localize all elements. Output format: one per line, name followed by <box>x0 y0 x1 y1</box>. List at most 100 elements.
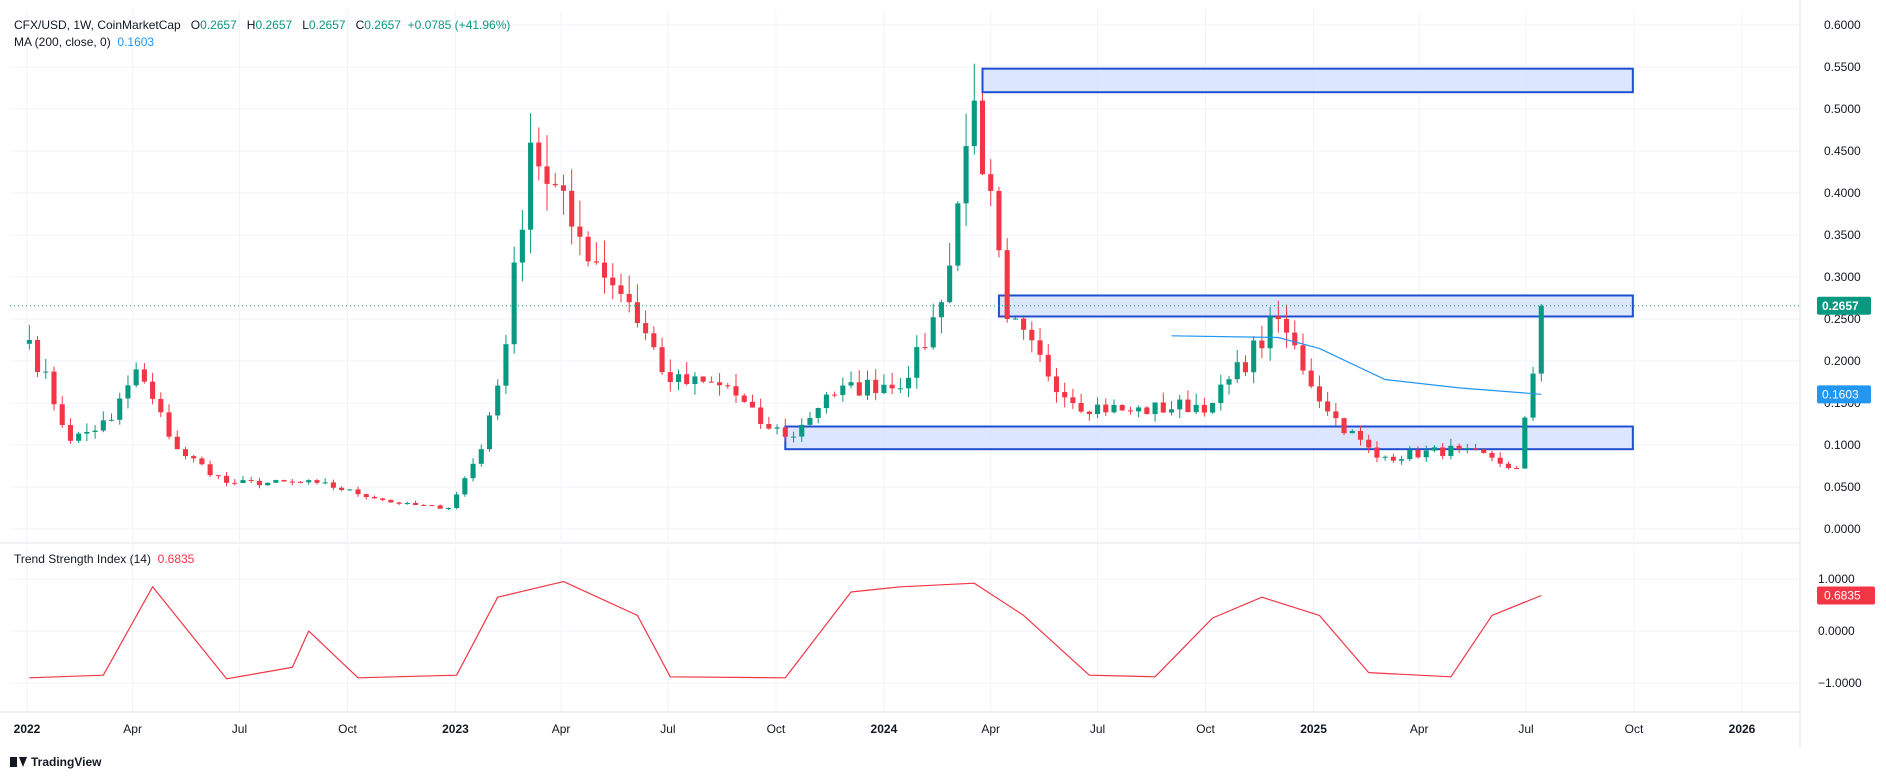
candle-body <box>1472 448 1479 450</box>
candle-body <box>708 381 714 383</box>
price-axis-label: 0.4500 <box>1824 144 1861 158</box>
candle-body <box>1333 411 1339 419</box>
candle-body <box>1226 379 1232 385</box>
candle-body <box>421 505 427 507</box>
candle-body <box>947 265 953 303</box>
candle-body <box>108 419 115 421</box>
candle-body <box>1505 463 1511 468</box>
candle-body <box>807 417 813 425</box>
candle-body <box>1292 332 1298 346</box>
candle-body <box>1514 467 1520 469</box>
ma-legend[interactable]: MA (200, close, 0) 0.1603 <box>14 35 154 49</box>
candle-body <box>256 480 262 486</box>
candle-body <box>692 376 698 385</box>
last-price-badge <box>1817 296 1871 315</box>
candle-body <box>544 166 550 184</box>
candle-body <box>486 415 493 450</box>
candle-body <box>1144 407 1150 415</box>
candle-body <box>355 489 361 495</box>
candle-body <box>100 420 106 431</box>
time-axis-label: 2026 <box>1729 722 1756 736</box>
candle-body <box>1407 449 1413 460</box>
time-axis-label: Oct <box>767 722 786 736</box>
candle-body <box>380 498 386 500</box>
time-axis-label: Jul <box>660 722 675 736</box>
candle-body <box>51 371 57 405</box>
candle-body <box>166 412 172 437</box>
candle-body <box>76 433 82 441</box>
candle-body <box>1111 404 1117 413</box>
candle-body <box>1021 318 1027 330</box>
candle-body <box>281 480 287 482</box>
candle-body <box>84 431 90 434</box>
candle-body <box>1037 340 1043 355</box>
price-axis-label: 0.2500 <box>1824 312 1861 326</box>
candle-body <box>963 146 969 204</box>
candle-body <box>330 482 336 488</box>
candle-body <box>503 344 509 386</box>
candle-body <box>856 382 862 396</box>
tsi-value: 0.6835 <box>157 552 195 566</box>
candle-body <box>790 436 797 438</box>
candle-body <box>643 323 649 334</box>
candle-body <box>675 374 682 382</box>
tsi-axis-label: −1.0000 <box>1818 676 1862 690</box>
candle-body <box>1267 316 1273 349</box>
candle-body <box>1086 411 1092 415</box>
candle-body <box>955 203 961 266</box>
candle-body <box>741 395 747 402</box>
candle-body <box>1325 401 1331 412</box>
candle-body <box>774 427 780 429</box>
price-pane[interactable] <box>10 10 1800 542</box>
candle-body <box>823 394 829 409</box>
low-label: L <box>302 18 309 32</box>
candle-body <box>1374 447 1380 458</box>
candle-body <box>1103 404 1109 413</box>
tradingview-icon <box>10 757 27 767</box>
tradingview-logo[interactable]: TradingView <box>10 755 101 769</box>
candle-body <box>314 480 320 483</box>
candle-body <box>593 261 599 263</box>
indicator-pane[interactable] <box>10 546 1800 712</box>
candle-body <box>495 385 501 416</box>
candle-body <box>1366 439 1372 448</box>
candle-body <box>799 424 805 437</box>
candle-body <box>1136 407 1142 412</box>
candle-body <box>897 388 903 390</box>
time-axis-label: Jul <box>1090 722 1105 736</box>
candle-body <box>1382 456 1388 458</box>
candle-body <box>158 398 164 413</box>
candle-body <box>749 401 755 408</box>
brand-label: TradingView <box>31 755 102 769</box>
candle-body <box>938 302 944 318</box>
candle-body <box>470 463 476 479</box>
candle-body <box>1456 445 1462 450</box>
candle-body <box>511 262 517 345</box>
candle-body <box>1062 392 1068 398</box>
price-axis-label: 0.6000 <box>1824 18 1861 32</box>
candle-body <box>133 369 139 386</box>
candle-body <box>717 382 723 386</box>
price-axis-label: 0.4000 <box>1824 186 1861 200</box>
candle-body <box>1423 450 1429 458</box>
candle-body <box>684 374 690 385</box>
symbol-title: CFX/USD, 1W, CoinMarketCap <box>14 18 181 32</box>
ma-value: 0.1603 <box>117 35 155 49</box>
candle-body <box>1275 316 1281 319</box>
candle-body <box>1497 457 1503 464</box>
supply-demand-zone[interactable] <box>784 425 1634 451</box>
tsi-legend[interactable]: Trend Strength Index (14) 0.6835 <box>14 552 194 566</box>
candle-body <box>1168 409 1175 413</box>
candle-body <box>240 480 246 484</box>
candle-body <box>700 376 706 382</box>
candle-body <box>560 185 566 191</box>
candle-body <box>1201 404 1207 413</box>
supply-demand-zone[interactable] <box>981 67 1634 94</box>
candle-body <box>667 372 673 382</box>
candle-body <box>248 480 254 482</box>
candle-body <box>388 499 394 503</box>
candle-body <box>1127 410 1133 412</box>
price-axis-label: 0.5500 <box>1824 60 1861 74</box>
tsi-value-label: 0.6835 <box>1824 588 1861 602</box>
